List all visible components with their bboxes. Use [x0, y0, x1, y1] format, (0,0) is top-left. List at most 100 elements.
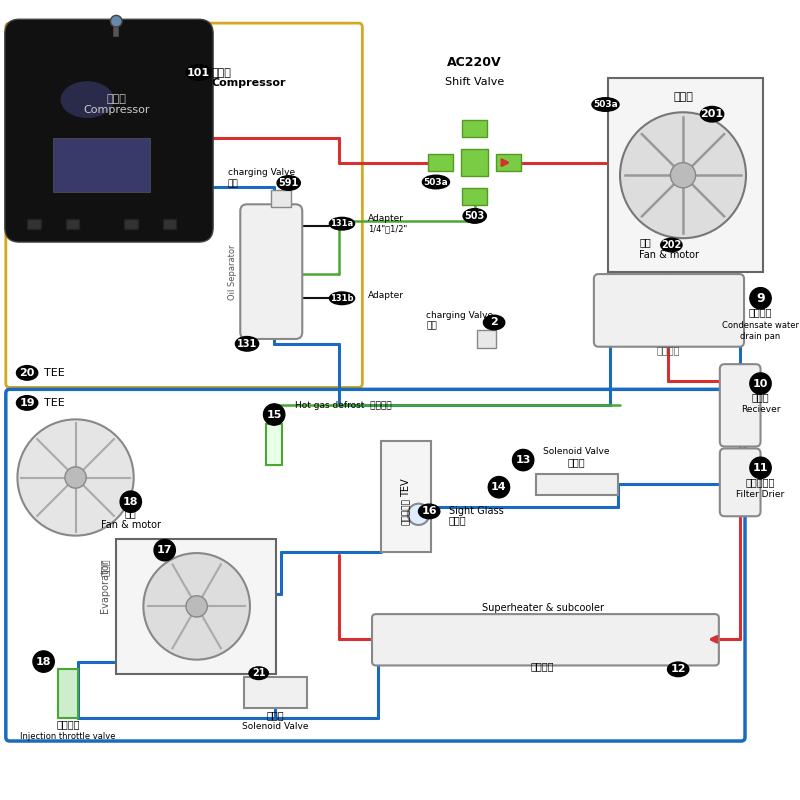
Bar	[461, 149, 488, 176]
Text: 冷凝水盘: 冷凝水盘	[749, 306, 772, 317]
Text: TEV: TEV	[401, 478, 411, 497]
Text: 电磁阀: 电磁阀	[568, 457, 586, 467]
Bar	[428, 154, 454, 171]
Text: 11: 11	[753, 463, 768, 473]
Text: Sight Glass: Sight Glass	[449, 506, 503, 517]
Ellipse shape	[235, 337, 258, 351]
Text: TEE: TEE	[43, 368, 64, 378]
Ellipse shape	[186, 65, 211, 80]
Text: Shift Valve: Shift Valve	[445, 77, 504, 87]
Text: 131b: 131b	[330, 294, 354, 302]
Text: 21: 21	[252, 668, 266, 678]
Text: Filter Drier: Filter Drier	[736, 490, 785, 499]
Text: Adapter: Adapter	[368, 214, 404, 222]
Text: 12: 12	[670, 664, 686, 674]
Text: 热力膨胀阀: 热力膨胀阀	[402, 498, 410, 525]
Text: Solenoid Valve: Solenoid Valve	[242, 722, 308, 731]
Text: Hot gas defrost  热气除霜: Hot gas defrost 热气除霜	[295, 401, 392, 410]
Text: Compressor: Compressor	[211, 78, 286, 88]
Ellipse shape	[463, 209, 486, 223]
Text: Condensate water: Condensate water	[722, 322, 799, 330]
Circle shape	[750, 373, 771, 394]
Text: 视液镜: 视液镜	[449, 515, 466, 525]
Ellipse shape	[330, 292, 354, 305]
Circle shape	[513, 450, 534, 470]
Circle shape	[670, 162, 696, 188]
Bar	[66, 219, 79, 229]
Bar	[477, 330, 496, 348]
Ellipse shape	[661, 238, 682, 252]
Text: Reciever: Reciever	[741, 405, 780, 414]
Circle shape	[186, 596, 207, 617]
Bar	[609, 78, 763, 272]
Circle shape	[120, 491, 142, 512]
Text: 503a: 503a	[423, 178, 448, 186]
Text: 19: 19	[19, 398, 35, 408]
Ellipse shape	[17, 366, 38, 380]
FancyBboxPatch shape	[720, 364, 761, 446]
Ellipse shape	[422, 175, 450, 189]
Text: 131: 131	[237, 339, 257, 349]
Text: 冷凝器: 冷凝器	[673, 92, 693, 102]
Circle shape	[143, 553, 250, 660]
FancyBboxPatch shape	[5, 19, 213, 242]
Text: Superheater & subcooler: Superheater & subcooler	[482, 603, 603, 614]
Text: 电磁阀: 电磁阀	[266, 710, 284, 720]
Text: 喷液节流: 喷液节流	[56, 719, 79, 730]
Text: 针阀: 针阀	[228, 179, 238, 188]
FancyBboxPatch shape	[240, 204, 302, 339]
Text: Evaporator: Evaporator	[100, 559, 110, 614]
Text: 18: 18	[36, 657, 51, 666]
Ellipse shape	[483, 315, 505, 330]
Text: 131a: 131a	[330, 219, 354, 228]
Bar	[462, 120, 487, 138]
Text: 干燥过滤器: 干燥过滤器	[746, 478, 775, 487]
Text: 101: 101	[187, 67, 210, 78]
Text: AC220V: AC220V	[447, 56, 502, 69]
Text: 风扇: 风扇	[125, 508, 137, 518]
Text: 压缩机
Compressor: 压缩机 Compressor	[83, 94, 150, 115]
Text: 20: 20	[19, 368, 35, 378]
Text: Solenoid Valve: Solenoid Valve	[543, 447, 610, 456]
Ellipse shape	[277, 176, 300, 190]
Text: drain pan: drain pan	[740, 332, 781, 341]
Circle shape	[408, 504, 429, 525]
Bar	[54, 138, 150, 192]
Text: 10: 10	[753, 378, 768, 389]
Bar	[266, 424, 282, 465]
Bar	[271, 190, 290, 207]
Bar	[536, 474, 618, 495]
Text: 压缩机: 压缩机	[211, 67, 231, 78]
Text: Fan & motor: Fan & motor	[101, 520, 161, 530]
Text: 14: 14	[491, 482, 506, 492]
Bar	[162, 219, 176, 229]
Circle shape	[750, 457, 771, 478]
Circle shape	[33, 651, 54, 672]
Ellipse shape	[418, 504, 440, 518]
FancyBboxPatch shape	[594, 274, 744, 346]
Text: 15: 15	[266, 410, 282, 419]
FancyBboxPatch shape	[372, 614, 719, 666]
Circle shape	[263, 404, 285, 425]
Circle shape	[620, 112, 746, 238]
Text: 风扇: 风扇	[639, 237, 651, 247]
Ellipse shape	[330, 218, 354, 230]
Ellipse shape	[667, 662, 689, 677]
Text: 17: 17	[157, 545, 173, 555]
Text: Fan & motor: Fan & motor	[639, 250, 699, 259]
Ellipse shape	[17, 396, 38, 410]
Text: charging Valve: charging Valve	[228, 168, 294, 178]
Text: 储液器: 储液器	[752, 392, 770, 402]
Ellipse shape	[249, 667, 268, 679]
Text: 9: 9	[756, 292, 765, 305]
Bar	[381, 441, 431, 552]
Bar	[27, 219, 41, 229]
Text: 18: 18	[123, 497, 138, 506]
Ellipse shape	[61, 82, 114, 118]
Text: 201: 201	[701, 110, 724, 119]
Text: Oil Separator: Oil Separator	[228, 244, 237, 300]
Text: Injection throttle valve: Injection throttle valve	[20, 732, 115, 741]
FancyBboxPatch shape	[720, 449, 761, 516]
Text: 16: 16	[422, 506, 437, 517]
Text: 1/4"转1/2": 1/4"转1/2"	[368, 225, 407, 234]
